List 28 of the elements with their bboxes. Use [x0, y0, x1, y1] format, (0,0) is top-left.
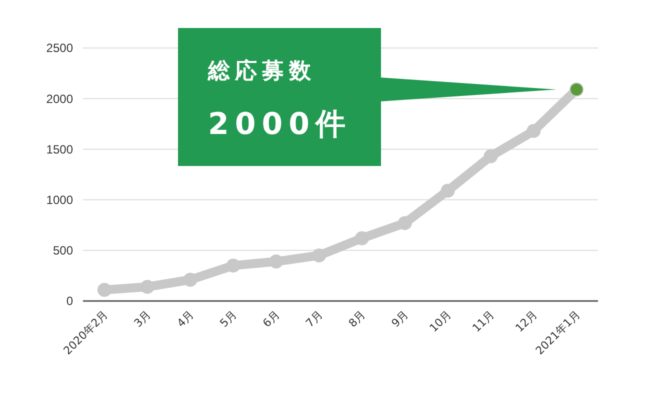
x-tick-label: 11月 — [470, 308, 497, 335]
x-tick-label: 3月 — [132, 308, 154, 330]
annotation: 総応募数 2000件 — [207, 58, 352, 142]
y-tick-label: 500 — [52, 244, 74, 258]
point — [484, 149, 498, 164]
x-tick-label: 8月 — [346, 308, 368, 330]
point — [269, 254, 284, 269]
x-tick-label: 10月 — [427, 308, 454, 335]
x-tick-label: 7月 — [303, 308, 326, 330]
point — [312, 248, 326, 262]
point — [140, 280, 154, 294]
point — [440, 184, 455, 198]
y-tick-label: 1000 — [46, 193, 74, 207]
y-tick-label: 2000 — [46, 92, 74, 106]
point — [97, 282, 112, 297]
point — [398, 216, 412, 230]
y-tick-label: 2500 — [46, 41, 74, 56]
point — [226, 258, 240, 273]
point — [526, 124, 541, 138]
y-tick-label: 0 — [66, 294, 74, 308]
x-tick-label: 12月 — [512, 308, 540, 335]
x-tick-label: 5月 — [217, 308, 240, 330]
point — [183, 272, 198, 287]
y-tick-label: 1500 — [46, 142, 74, 156]
x-tick-label: 6月 — [260, 308, 282, 330]
x-tick-label: 9月 — [389, 308, 411, 330]
point — [354, 231, 369, 246]
x-tick-label: 4月 — [174, 308, 196, 330]
